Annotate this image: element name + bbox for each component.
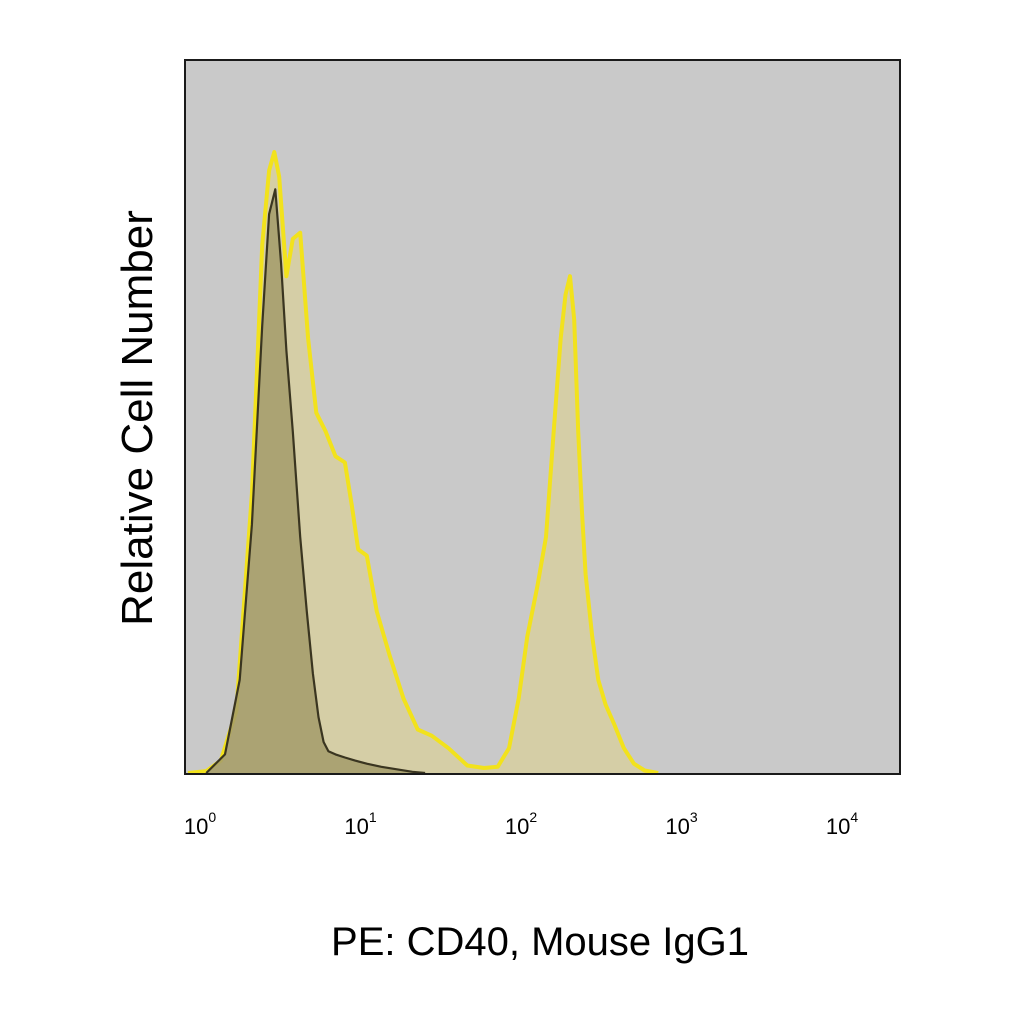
plot-frame <box>184 59 901 775</box>
x-tick-exponent: 0 <box>208 809 216 825</box>
x-tick-base: 10 <box>826 814 850 839</box>
stained-histogram-line <box>187 150 659 775</box>
x-tick-label: 100 <box>184 809 216 839</box>
x-tick-base: 10 <box>665 814 689 839</box>
x-tick-exponent: 3 <box>690 809 698 825</box>
x-tick-exponent: 4 <box>850 809 858 825</box>
isotype-histogram-fill <box>206 189 426 774</box>
x-tick-base: 10 <box>344 814 368 839</box>
x-tick-label: 103 <box>665 809 697 839</box>
x-axis-label: PE: CD40, Mouse IgG1 <box>331 920 749 964</box>
x-tick-label: 102 <box>505 809 537 839</box>
isotype-histogram-line <box>205 188 426 775</box>
x-tick-labels: 100 101 102 103 104 <box>184 809 858 839</box>
x-tick-exponent: 2 <box>529 809 537 825</box>
y-axis-label: Relative Cell Number <box>113 210 162 626</box>
x-tick-exponent: 1 <box>369 809 377 825</box>
x-tick-base: 10 <box>184 814 208 839</box>
x-tick-label: 101 <box>344 809 376 839</box>
series-layer <box>187 150 659 775</box>
x-tick-base: 10 <box>505 814 529 839</box>
x-tick-label: 104 <box>826 809 858 839</box>
